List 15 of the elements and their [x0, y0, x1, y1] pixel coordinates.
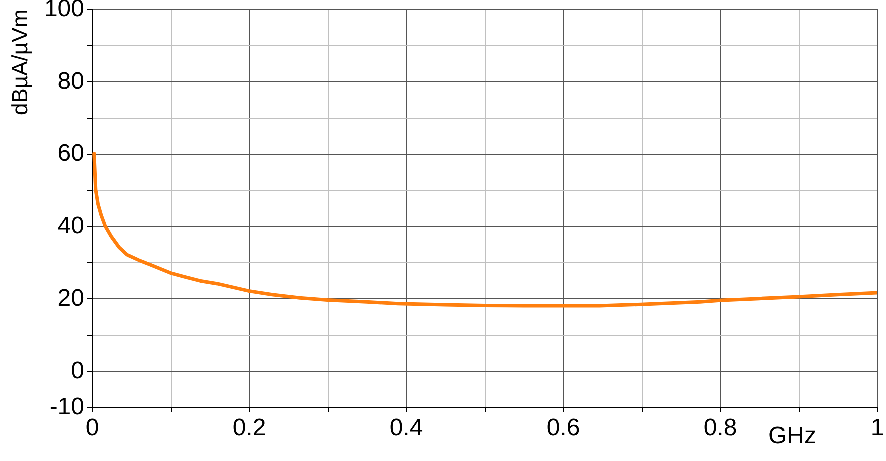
y-tick-label: 100	[44, 0, 84, 22]
x-tick-label: 0.2	[232, 414, 266, 442]
y-tick-label: 20	[58, 284, 84, 312]
y-tick-label: 0	[71, 357, 84, 384]
y-tick-label: 80	[58, 68, 84, 95]
y-tick-label: -10	[50, 394, 84, 420]
x-tick-label: 0.6	[546, 414, 580, 442]
x-tick-label: 1	[870, 414, 884, 442]
x-tick-label: 0.8	[704, 414, 738, 442]
y-tick-label: 40	[58, 212, 84, 240]
x-tick-label: 0.4	[390, 414, 424, 442]
y-tick-label: 60	[58, 140, 84, 168]
y-axis-title: dBµA/µVm	[8, 10, 32, 116]
line-series	[92, 152, 877, 308]
x-axis-title: GHz	[768, 422, 816, 450]
